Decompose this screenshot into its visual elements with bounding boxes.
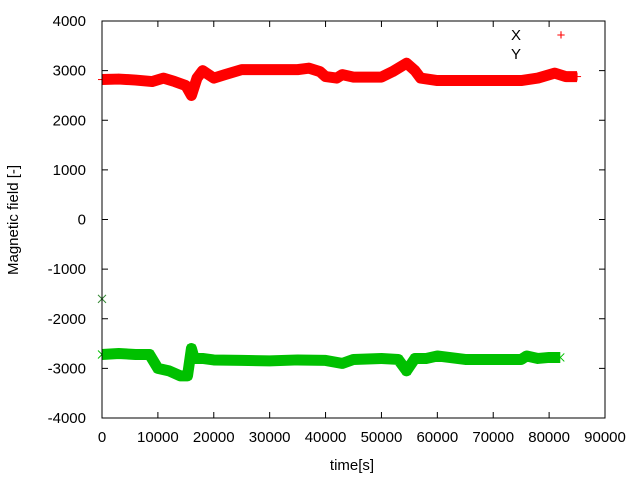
data-point-Y <box>393 355 403 364</box>
data-point-Y <box>265 356 275 366</box>
data-point-X <box>170 77 179 86</box>
data-point-Y <box>189 354 199 363</box>
data-point-Y <box>187 344 196 353</box>
legend-label-x: X <box>511 27 521 44</box>
data-point-X <box>338 70 347 79</box>
y-tick-label: -4000 <box>48 410 86 427</box>
data-point-X <box>148 77 157 86</box>
data-point-X <box>321 72 330 81</box>
x-tick-label: 50000 <box>361 429 403 446</box>
data-point-X <box>377 73 386 82</box>
data-point-X <box>489 76 498 85</box>
data-point-Y <box>533 354 543 363</box>
plot-series <box>97 57 582 382</box>
x-tick-label: 10000 <box>137 429 179 446</box>
data-point-Y <box>198 354 207 363</box>
y-tick-label: 2000 <box>53 112 86 129</box>
data-point-X <box>220 70 229 79</box>
x-tick-label: 30000 <box>249 429 291 446</box>
data-point-X <box>131 76 140 85</box>
data-point-X <box>561 72 570 81</box>
data-point-X <box>209 74 218 83</box>
x-tick-label: 20000 <box>193 429 235 446</box>
data-point-Y <box>460 355 470 364</box>
data-point-X <box>315 67 324 76</box>
data-point-Y <box>522 351 532 361</box>
data-point-Y <box>349 355 358 364</box>
y-tick-label: 1000 <box>53 162 86 179</box>
data-point-Y <box>183 371 192 381</box>
x-tick-label: 90000 <box>584 429 626 446</box>
series-Y-band <box>101 343 561 382</box>
data-point-X <box>402 59 411 68</box>
x-tick-label: 60000 <box>416 429 458 446</box>
y-tick-label: 4000 <box>53 13 86 30</box>
data-point-X <box>187 91 196 100</box>
data-point-Y <box>555 353 565 362</box>
data-point-Y <box>237 356 247 365</box>
legend-marker-x: + <box>557 27 566 44</box>
y-tick-label: 3000 <box>53 63 86 80</box>
data-point-X <box>304 64 313 73</box>
x-tick-label: 0 <box>98 429 106 446</box>
data-point-X <box>573 72 582 81</box>
ticks: 0 10000 20000 30000 40000 50000 60000 70000 8000… <box>48 13 626 446</box>
y-axis-label: Magnetic field [-] <box>5 165 22 275</box>
data-point-Y <box>153 364 163 373</box>
series-X-band <box>101 57 578 101</box>
data-point-X <box>332 74 341 83</box>
data-point-Y <box>164 366 174 376</box>
data-point-X <box>388 67 397 76</box>
data-point-X <box>461 76 470 85</box>
data-point-X <box>193 74 202 83</box>
data-point-Y <box>410 354 420 363</box>
legend-label-y: Y <box>511 46 521 63</box>
data-point-X <box>265 65 274 74</box>
y-tick-label: -3000 <box>48 360 86 377</box>
data-point-Y <box>516 355 526 364</box>
data-point-X <box>517 76 526 85</box>
data-point-Y <box>209 355 219 365</box>
data-point-Y <box>377 354 386 363</box>
y-tick-label: 0 <box>78 212 86 229</box>
data-point-X <box>550 69 559 78</box>
data-point-X <box>410 66 419 75</box>
data-point-Y <box>544 353 554 362</box>
data-point-Y <box>402 366 411 376</box>
y-tick-label: -2000 <box>48 311 86 328</box>
x-tick-label: 40000 <box>305 429 347 446</box>
data-point-Y <box>114 349 124 358</box>
data-point-Y <box>175 371 185 381</box>
y-tick-label: -1000 <box>48 261 86 278</box>
data-point-X <box>433 76 442 85</box>
data-point-Y <box>488 355 498 364</box>
x-tick-label: 80000 <box>528 429 570 446</box>
data-point-X <box>114 75 123 84</box>
legend: X + Y <box>511 27 566 63</box>
data-point-Y <box>145 350 154 359</box>
x-axis-label: time[s] <box>330 457 374 474</box>
data-point-X <box>237 65 246 74</box>
x-tick-label: 70000 <box>472 429 514 446</box>
data-point-Y <box>293 355 302 365</box>
data-point-X <box>198 66 207 75</box>
data-point-X <box>349 73 358 82</box>
data-point-X <box>293 65 302 74</box>
data-point-X <box>533 74 542 83</box>
data-point-X <box>181 81 190 90</box>
data-point-Y <box>432 351 442 361</box>
data-point-Y <box>337 359 347 368</box>
data-point-Y <box>421 354 431 363</box>
data-point-X <box>159 74 168 83</box>
data-point-X <box>416 74 425 83</box>
data-point-Y <box>131 350 140 359</box>
data-point-Y <box>321 356 330 365</box>
